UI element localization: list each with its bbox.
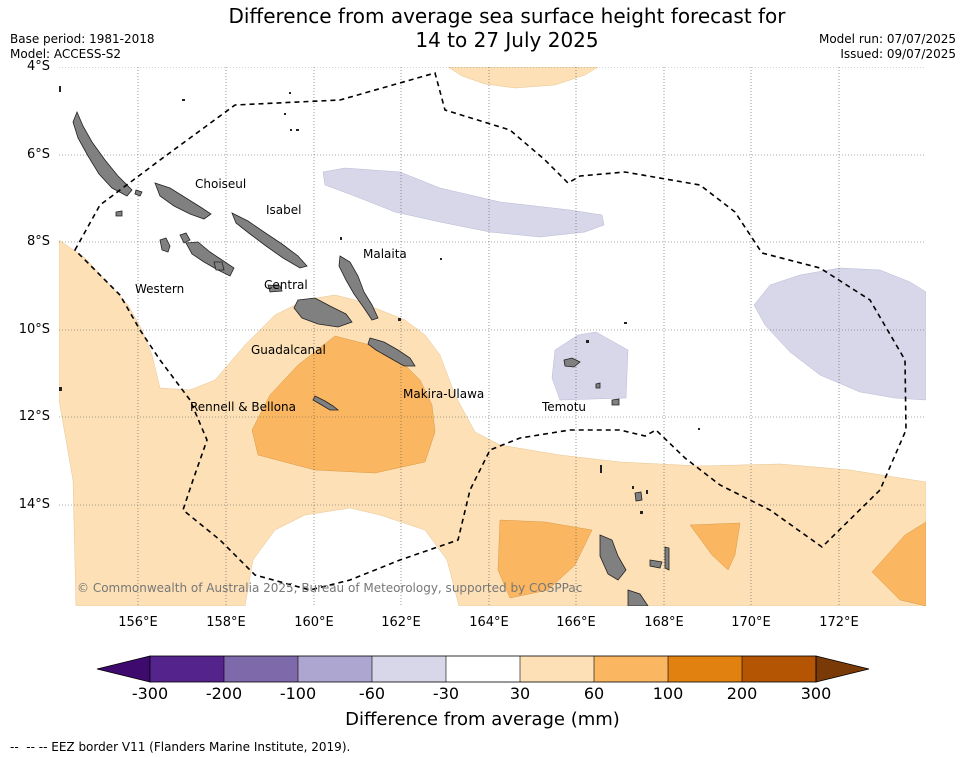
island-florida	[267, 284, 283, 293]
lat-label: 8°S	[26, 234, 50, 249]
colorbar-swatch	[150, 656, 224, 682]
anomaly-region-purple-north	[322, 167, 605, 238]
anomaly-region-purple-east	[753, 267, 926, 401]
anomaly-region-mid-orange-south-east	[871, 521, 926, 606]
colorbar-swatch	[372, 656, 446, 682]
lat-label: 14°S	[18, 497, 50, 512]
region-label-temotu: Temotu	[542, 400, 587, 414]
island-makira	[367, 337, 416, 367]
meta-left: Base period: 1981-2018 Model: ACCESS-S2	[10, 32, 155, 62]
colorbar-tick: 60	[583, 684, 605, 703]
colorbar-extend-min	[96, 655, 151, 683]
gridlines	[59, 67, 926, 606]
island-shortland	[115, 210, 123, 217]
eez-boundary	[74, 72, 907, 591]
colorbar-swatch	[446, 656, 520, 682]
anomaly-region-light-orange-main	[59, 239, 926, 606]
colorbar-tick: -60	[358, 684, 386, 703]
lat-label: 6°S	[26, 147, 50, 162]
region-label-isabel: Isabel	[266, 203, 302, 217]
model-run: Model run: 07/07/2025	[818, 32, 956, 46]
copyright-notice: © Commonwealth of Australia 2025, Bureau…	[77, 581, 583, 595]
lat-label: 10°S	[18, 322, 50, 337]
colorbar-swatch	[742, 656, 816, 682]
lon-label: 168°E	[644, 615, 684, 630]
lon-label: 170°E	[731, 615, 771, 630]
eez-legend-note: -- -- -- EEZ border V11 (Flanders Marine…	[10, 740, 350, 754]
base-period: Base period: 1981-2018	[10, 32, 155, 46]
colorbar-swatch	[224, 656, 298, 682]
title-line-2: 14 to 27 July 2025	[415, 28, 599, 52]
island-isabel	[231, 212, 308, 269]
anomaly-region-purple-temotu	[551, 331, 629, 401]
island-utupua	[595, 382, 601, 389]
colorbar-tick: 300	[800, 684, 832, 703]
colorbar-tick: 30	[509, 684, 531, 703]
colorbar-tick: 200	[726, 684, 758, 703]
island-vanikoro	[611, 398, 620, 406]
colorbar-tick: 100	[652, 684, 684, 703]
meta-right: Model run: 07/07/2025 Issued: 09/07/2025	[819, 32, 956, 62]
region-label-central: Central	[264, 278, 308, 292]
region-label-rennell-bellona: Rennell & Bellona	[190, 400, 297, 414]
region-label-guadalcanal: Guadalcanal	[251, 343, 326, 357]
island-small-1	[134, 189, 143, 197]
lon-label: 164°E	[469, 615, 509, 630]
region-label-makira-ulawa: Makira-Ulawa	[403, 387, 485, 401]
region-label-choiseul: Choiseul	[195, 177, 247, 191]
island-malaita	[338, 255, 379, 321]
island-guadalcanal	[293, 297, 353, 328]
island-choiseul	[154, 182, 212, 220]
colorbar-swatch	[298, 656, 372, 682]
lat-label: 4°S	[26, 59, 50, 74]
island-maewo	[664, 546, 670, 571]
lat-label: 12°S	[18, 409, 50, 424]
colorbar-swatch	[594, 656, 668, 682]
colorbar-tick: -200	[205, 684, 243, 703]
island-malekula	[627, 589, 649, 606]
lon-label: 158°E	[206, 615, 246, 630]
lon-label: 172°E	[819, 615, 859, 630]
islands	[72, 110, 670, 606]
colorbar-swatch	[520, 656, 594, 682]
colorbar-tick: -30	[432, 684, 460, 703]
lon-label: 162°E	[381, 615, 421, 630]
islets	[59, 86, 700, 514]
island-bougainville	[72, 110, 133, 197]
colorbar-title: Difference from average (mm)	[345, 709, 620, 730]
island-pentecost	[649, 559, 663, 569]
colorbar-tick: -100	[279, 684, 317, 703]
lon-label: 160°E	[294, 615, 334, 630]
island-santa-cruz	[563, 357, 581, 368]
anomaly-region-light-orange-north	[447, 67, 599, 89]
island-vanuatu-north	[634, 491, 643, 502]
map-canvas	[59, 67, 926, 606]
colorbar-extend-max	[815, 655, 870, 683]
island-espiritu-santo	[599, 534, 627, 581]
anomaly-region-mid-orange-south-west	[497, 519, 593, 599]
region-label-western: Western	[135, 282, 185, 296]
region-label-malaita: Malaita	[363, 247, 407, 261]
map-title: Difference from average sea surface heig…	[0, 4, 965, 52]
island-vella	[159, 237, 171, 253]
colorbar	[96, 655, 870, 683]
anomaly-region-mid-orange-south-mid	[689, 522, 741, 571]
lon-label: 166°E	[556, 615, 596, 630]
island-rennell	[312, 395, 340, 411]
colorbar-tick: -300	[131, 684, 169, 703]
title-line-1: Difference from average sea surface heig…	[228, 4, 786, 28]
model-name: Model: ACCESS-S2	[10, 47, 122, 61]
eez-legend-text: -- EEZ border V11 (Flanders Marine Insti…	[38, 740, 351, 754]
island-ranongga	[179, 232, 191, 244]
eez-dash-icon: -- --	[10, 740, 39, 754]
issued-date: Issued: 09/07/2025	[840, 47, 956, 61]
lon-label: 156°E	[118, 615, 158, 630]
island-small-2	[213, 261, 225, 271]
colorbar-swatch	[668, 656, 742, 682]
